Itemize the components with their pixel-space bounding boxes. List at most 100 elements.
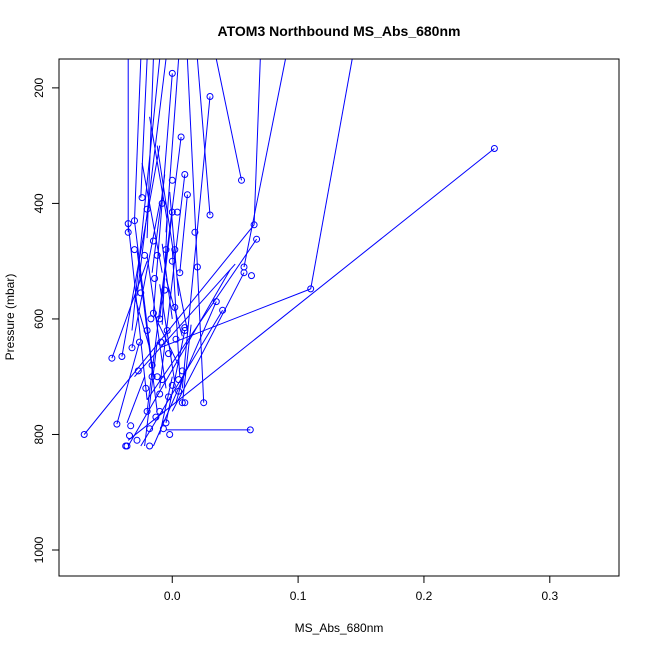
data-point-35 bbox=[159, 425, 167, 433]
data-point-1 bbox=[490, 145, 498, 152]
data-point-16 bbox=[191, 228, 199, 236]
data-point-79 bbox=[168, 208, 176, 216]
data-point-11 bbox=[212, 298, 220, 306]
series-line-19 bbox=[165, 330, 186, 423]
y-axis: 200 400 600 800 1000 bbox=[32, 78, 60, 563]
series-line-30 bbox=[127, 223, 148, 400]
data-point-24 bbox=[173, 208, 181, 216]
data-point-50 bbox=[138, 194, 146, 202]
series-line-42 bbox=[171, 249, 181, 377]
data-point-80 bbox=[171, 303, 179, 311]
series-line-35 bbox=[136, 249, 158, 412]
data-point-62 bbox=[122, 442, 130, 450]
data-point-78 bbox=[134, 367, 142, 375]
series-line-10 bbox=[215, 58, 242, 181]
data-point-56 bbox=[128, 344, 136, 352]
data-point-30 bbox=[168, 381, 176, 389]
series-line-50 bbox=[175, 370, 186, 403]
series-line-14 bbox=[152, 301, 217, 447]
data-point-70 bbox=[176, 269, 184, 277]
series-line-49 bbox=[159, 376, 173, 435]
data-point-77 bbox=[142, 384, 150, 392]
data-point-43 bbox=[148, 373, 156, 381]
data-point-51 bbox=[137, 289, 145, 297]
y-axis-label: Pressure (mbar) bbox=[3, 274, 17, 361]
data-point-10 bbox=[219, 306, 227, 314]
data-point-14 bbox=[200, 399, 208, 407]
series-line-51 bbox=[181, 324, 192, 405]
data-point-19 bbox=[181, 399, 189, 407]
series-line-33 bbox=[111, 261, 148, 359]
series-line-22 bbox=[165, 58, 180, 233]
data-point-18 bbox=[181, 171, 189, 178]
data-point-31 bbox=[166, 431, 174, 438]
data-point-81 bbox=[165, 350, 172, 358]
data-point-45 bbox=[146, 442, 154, 450]
data-point-39 bbox=[153, 251, 161, 259]
data-point-52 bbox=[136, 338, 143, 346]
data-point-64 bbox=[113, 420, 121, 428]
data-point-13 bbox=[206, 93, 214, 100]
data-point-6 bbox=[246, 426, 254, 434]
y-tick-label: 800 bbox=[32, 424, 46, 444]
data-point-84 bbox=[148, 361, 156, 369]
series-line-44 bbox=[149, 116, 168, 221]
series-line-1 bbox=[127, 148, 495, 441]
data-point-23 bbox=[175, 387, 183, 395]
data-point-26 bbox=[171, 246, 179, 254]
data-point-5 bbox=[248, 272, 255, 280]
data-point-21 bbox=[177, 133, 185, 141]
data-point-75 bbox=[151, 275, 159, 282]
data-point-73 bbox=[157, 338, 165, 346]
data-point-49 bbox=[141, 251, 149, 259]
data-point-32 bbox=[165, 393, 172, 401]
data-point-54 bbox=[131, 217, 138, 225]
series-line-43 bbox=[156, 145, 176, 262]
x-tick-label: 0.3 bbox=[541, 589, 558, 603]
series-line-21 bbox=[146, 136, 182, 412]
data-point-72 bbox=[161, 286, 169, 294]
series-line-3 bbox=[159, 288, 311, 349]
data-point-36 bbox=[158, 376, 166, 384]
series-line-17 bbox=[196, 266, 205, 403]
series-line-47 bbox=[126, 376, 146, 424]
data-point-59 bbox=[124, 220, 132, 228]
series-line-34 bbox=[131, 203, 161, 348]
series-line-18 bbox=[186, 58, 198, 268]
data-point-46 bbox=[143, 205, 151, 213]
data-point-9 bbox=[238, 176, 245, 184]
series-line-2 bbox=[310, 58, 353, 289]
series-line-25 bbox=[131, 58, 161, 331]
y-tick-label: 400 bbox=[32, 193, 46, 213]
series-line-37 bbox=[152, 312, 180, 366]
data-point-20 bbox=[178, 399, 186, 407]
data-point-27 bbox=[168, 69, 176, 77]
data-point-17 bbox=[181, 327, 189, 334]
data-point-33 bbox=[162, 246, 170, 254]
data-point-68 bbox=[181, 324, 189, 332]
data-point-66 bbox=[80, 431, 88, 438]
data-point-58 bbox=[126, 432, 133, 440]
y-tick-label: 200 bbox=[32, 78, 46, 98]
plot-markers bbox=[80, 69, 498, 450]
data-point-76 bbox=[147, 315, 155, 323]
series-line-56 bbox=[179, 194, 188, 273]
series-line-40 bbox=[165, 278, 183, 337]
y-tick-label: 600 bbox=[32, 309, 46, 329]
series-line-57 bbox=[159, 212, 173, 319]
series-line-31 bbox=[134, 220, 154, 377]
series-line-5 bbox=[253, 58, 261, 225]
data-point-37 bbox=[156, 315, 164, 323]
data-point-34 bbox=[162, 419, 170, 427]
series-line-9 bbox=[171, 272, 245, 412]
x-tick-label: 0.2 bbox=[416, 589, 433, 603]
x-tick-label: 0.1 bbox=[290, 589, 307, 603]
data-point-63 bbox=[118, 353, 126, 360]
series-line-27 bbox=[140, 58, 148, 198]
data-point-41 bbox=[149, 237, 157, 245]
data-point-15 bbox=[193, 263, 201, 271]
data-point-83 bbox=[156, 390, 164, 398]
series-line-6 bbox=[83, 224, 255, 435]
series-line-28 bbox=[134, 58, 142, 221]
